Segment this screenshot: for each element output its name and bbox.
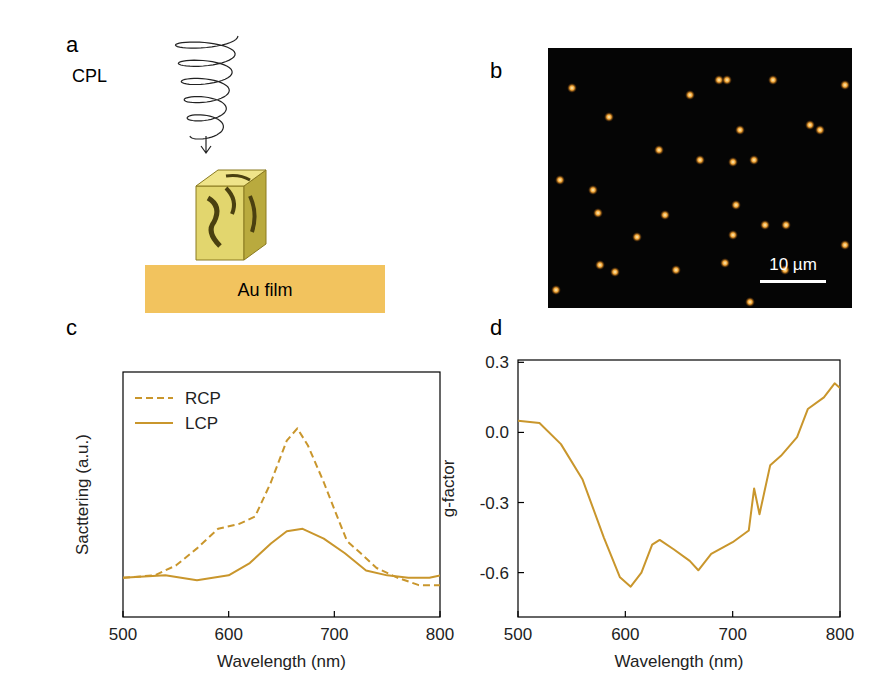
y-tick [518, 362, 524, 363]
x-tick [839, 611, 840, 617]
plot-area [123, 428, 440, 585]
nanoparticle-spot [728, 230, 738, 240]
nanoparticle-spot [840, 240, 850, 250]
y-tick [518, 572, 524, 573]
nanoparticle-spot [840, 80, 850, 90]
nanoparticle-spot [685, 90, 695, 100]
plot-frame [518, 360, 840, 617]
beam-label: CPL [72, 66, 107, 86]
nanoparticle-spot [632, 232, 642, 242]
x-axis-title: Wavelength (nm) [615, 652, 744, 671]
panel-label: c [66, 315, 77, 340]
cube-top [196, 170, 266, 186]
panel-label: b [490, 58, 502, 83]
x-tick-label: 800 [826, 625, 854, 644]
panel-label: a [66, 32, 79, 57]
nanoparticle-spot [735, 125, 745, 135]
cube-gap [250, 196, 255, 232]
au-film [145, 265, 385, 313]
legend-swatch [135, 422, 173, 424]
y-tick-label: -0.3 [480, 494, 509, 513]
scale-bar-label: 10 µm [769, 255, 817, 274]
x-tick-label: 800 [426, 625, 454, 644]
nanoparticle-spot [593, 208, 603, 218]
plot-frame [123, 372, 440, 617]
x-tick-label: 700 [718, 625, 746, 644]
y-tick-label: 0.0 [485, 423, 509, 442]
nanoparticle-spot [768, 75, 778, 85]
nanoparticle-spot [551, 285, 561, 295]
cube-gap [208, 198, 220, 246]
series-line [518, 383, 840, 586]
x-tick [732, 611, 733, 617]
y-tick-label: -0.6 [480, 564, 509, 583]
nanoparticle-spot [595, 260, 605, 270]
nanoparticle-spot [695, 155, 705, 165]
cube-front [196, 186, 244, 260]
panel-label: d [490, 315, 502, 340]
nanoparticle-spot [731, 200, 741, 210]
scale-bar [760, 280, 826, 283]
x-tick-label: 700 [320, 625, 348, 644]
nanoparticle-spot [660, 210, 670, 220]
nanoparticle-spot [588, 185, 598, 195]
nanoparticle-spot [745, 297, 755, 307]
cube-gap [226, 176, 250, 181]
nanoparticle-spot [555, 175, 565, 185]
substrate-label: Au film [237, 280, 292, 300]
x-tick-label: 500 [504, 625, 532, 644]
nanoparticle-spot [722, 75, 732, 85]
nanoparticle-spot [781, 220, 791, 230]
legend-swatch [135, 397, 173, 399]
darkfield-image [548, 48, 852, 308]
nanoparticle-spot [749, 155, 759, 165]
nanoparticle-spot [654, 145, 664, 155]
x-tick [334, 611, 335, 617]
y-axis-title: Sacttering (a.u.) [73, 434, 92, 555]
cube-gap [226, 188, 234, 214]
series-line [123, 529, 440, 580]
y-tick-label: 0.3 [485, 353, 509, 372]
plot-area [518, 383, 840, 586]
x-axis-title: Wavelength (nm) [217, 652, 346, 671]
x-tick-label: 500 [109, 625, 137, 644]
series-line [123, 428, 440, 585]
x-tick [439, 611, 440, 617]
y-tick [518, 502, 524, 503]
x-tick [625, 611, 626, 617]
chiral-cube [196, 170, 266, 260]
nanoparticle-spot [720, 258, 730, 268]
helix [176, 36, 239, 139]
nanoparticle-spot [728, 157, 738, 167]
x-tick [228, 611, 229, 617]
x-tick-label: 600 [214, 625, 242, 644]
nanoparticle-spot [815, 125, 825, 135]
nanoparticle-spot [671, 265, 681, 275]
helix-arrow [201, 136, 211, 153]
x-tick [122, 611, 123, 617]
y-tick [518, 432, 524, 433]
nanoparticle-spot [610, 267, 620, 277]
x-tick-label: 600 [611, 625, 639, 644]
nanoparticle-spot [604, 112, 614, 122]
legend-label: LCP [185, 414, 218, 433]
nanoparticle-spot [760, 220, 770, 230]
x-tick [517, 611, 518, 617]
legend-label: RCP [185, 389, 221, 408]
nanoparticle-spot [567, 83, 577, 93]
nanoparticle-spot [805, 120, 815, 130]
y-axis-title: g-factor [439, 459, 458, 517]
figure: a CPL Au film b 10 µm c 500 600 700 800 Wavelength… [0, 0, 896, 696]
